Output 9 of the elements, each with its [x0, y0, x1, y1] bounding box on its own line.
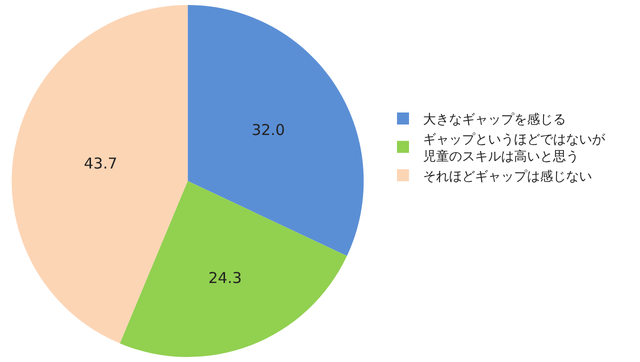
pie-slice [188, 5, 364, 256]
pie-slice [120, 181, 347, 357]
legend-label: 大きなギャップを感じる [423, 112, 566, 128]
legend-label: ギャップというほどではないが児童のスキルは高いと思う [423, 132, 606, 164]
pie-slice [12, 5, 188, 344]
data-label: 32.0 [252, 120, 285, 139]
legend-label: それほどギャップは感じない [423, 169, 592, 184]
data-label: 24.3 [208, 269, 242, 288]
data-label: 43.7 [84, 154, 118, 173]
